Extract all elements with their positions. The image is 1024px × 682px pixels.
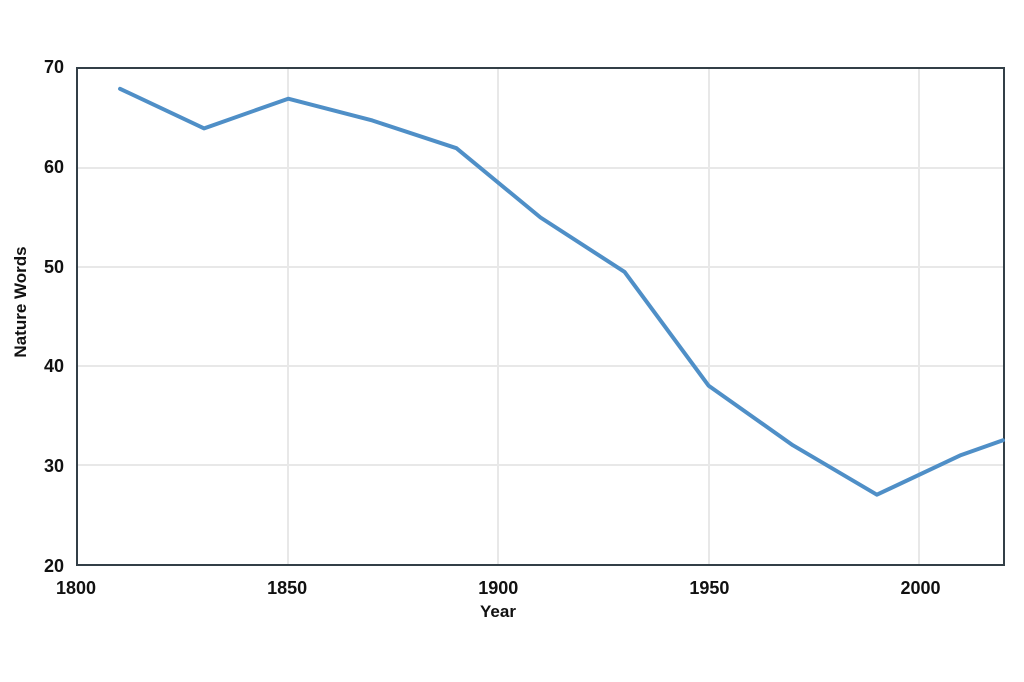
horizontal-gridline — [78, 266, 1003, 268]
nature-words-line — [120, 89, 1003, 495]
x-tick-label: 2000 — [900, 578, 941, 598]
plot-area — [76, 67, 1005, 566]
vertical-gridline — [707, 69, 710, 564]
x-tick-label: 1950 — [689, 578, 730, 598]
horizontal-gridline — [78, 167, 1003, 169]
y-axis-title: Nature Words — [11, 246, 30, 358]
y-tick-label: 40 — [43, 356, 64, 377]
y-tick-label: 20 — [43, 556, 64, 576]
y-tick-label: 60 — [43, 156, 64, 177]
y-tick-label: 70 — [43, 57, 64, 77]
y-axis-tick-labels: 70 60 50 40 30 20 — [0, 58, 64, 575]
x-axis-tick-labels: 1800 1850 1900 1950 2000 — [56, 578, 1005, 601]
line-chart — [78, 69, 1003, 564]
vertical-gridline — [287, 69, 290, 564]
x-axis-title: Year — [480, 602, 516, 621]
x-tick-label: 1900 — [478, 578, 519, 598]
vertical-gridline — [497, 69, 500, 564]
horizontal-gridline — [78, 464, 1003, 466]
x-tick-label: 1850 — [267, 578, 308, 598]
x-tick-label: 1800 — [55, 578, 97, 598]
horizontal-gridline — [78, 365, 1003, 367]
y-tick-label: 50 — [43, 256, 64, 277]
vertical-gridline — [917, 69, 920, 564]
y-tick-label: 30 — [43, 456, 64, 477]
